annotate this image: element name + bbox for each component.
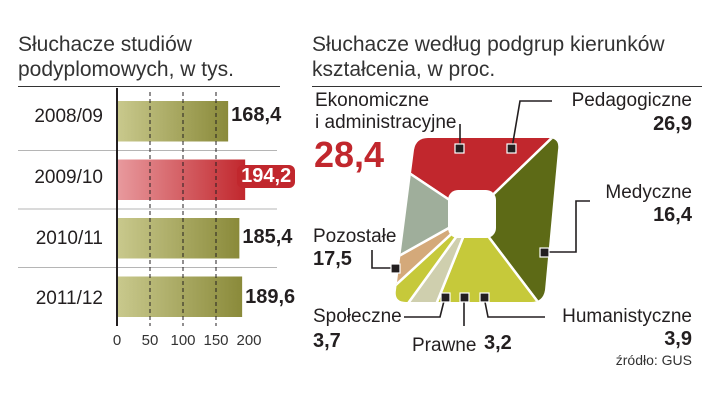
- slice-value-humanistyczne: 3,9: [664, 328, 692, 350]
- bar-category-label: 2011/12: [35, 288, 103, 309]
- leader-marker: [454, 143, 465, 154]
- x-tick-label: 50: [141, 332, 159, 349]
- pie-chart-title-line-2: kształcenia, w proc.: [312, 58, 496, 81]
- x-tick-label: 0: [112, 332, 122, 349]
- leader-line-spoleczne: [404, 296, 446, 318]
- leader-line-medyczne: [544, 200, 590, 253]
- slice-value-ekonomiczne: 28,4: [314, 134, 385, 175]
- pie-slice: [395, 138, 559, 217]
- leader-marker: [459, 292, 470, 303]
- slice-value-pedagogiczne: 26,9: [653, 113, 692, 135]
- pie-slice: [395, 213, 473, 302]
- donut-hole: [448, 190, 496, 238]
- pie-slice: [470, 138, 559, 302]
- bar-chart-title-rule: [18, 86, 280, 87]
- bar-value-label: 185,4: [242, 226, 293, 248]
- pie-chart-title: Słuchacze według podgrup kierunków kszta…: [312, 32, 712, 82]
- leader-line-humanistyczne: [483, 296, 545, 318]
- bar-value-label: 189,6: [245, 286, 296, 308]
- leader-marker: [390, 263, 401, 274]
- slice-label-pozostale: Pozostałe: [313, 226, 397, 247]
- leader-line-pedagogiczne: [511, 100, 552, 149]
- slice-label-ekonomiczne-line-2: i administracyjne: [315, 112, 457, 133]
- pie-chart-title-rule: [312, 86, 702, 87]
- bar-category-label: 2008/09: [34, 106, 103, 127]
- pie-chart-title-line-1: Słuchacze według podgrup kierunków: [312, 33, 665, 56]
- x-tick-label: 150: [203, 332, 229, 349]
- x-tick-label: 200: [236, 332, 262, 349]
- slice-label-spoleczne: Społeczne: [313, 306, 402, 327]
- leader-marker: [506, 143, 517, 154]
- slice-value-pozostale: 17,5: [313, 248, 352, 270]
- pie-slice: [395, 214, 474, 302]
- slice-label-medyczne: Medyczne: [605, 182, 692, 203]
- slice-label-pedagogiczne: Pedagogiczne: [571, 90, 692, 111]
- bar-category-label: 2010/11: [35, 228, 103, 249]
- bar: [117, 276, 243, 317]
- leader-marker: [539, 247, 550, 258]
- pie-slice: [396, 214, 474, 302]
- pie-slice: [423, 212, 550, 302]
- bar-value-label: 168,4: [231, 104, 282, 126]
- x-tick-label: 100: [170, 332, 196, 349]
- bar-chart-title-line-1: Słuchacze studiów: [18, 33, 192, 56]
- slice-value-prawne: 3,2: [484, 332, 512, 354]
- bar: [117, 159, 246, 200]
- slice-label-ekonomiczne: Ekonomiczne i administracyjne: [315, 90, 457, 134]
- bar: [117, 101, 229, 142]
- slice-label-humanistyczne: Humanistyczne: [562, 306, 692, 327]
- bar-chart-title: Słuchacze studiów podyplomowych, w tys.: [18, 32, 298, 82]
- slice-value-spoleczne: 3,7: [313, 330, 341, 352]
- bar: [117, 218, 240, 259]
- leader-marker: [479, 292, 490, 303]
- leader-line-pozostale: [371, 250, 395, 269]
- pie-slice: [395, 143, 475, 278]
- leader-marker: [440, 292, 451, 303]
- bar-chart-title-line-2: podyplomowych, w tys.: [18, 58, 234, 81]
- slice-value-medyczne: 16,4: [653, 204, 692, 226]
- bar-value-label-highlight: 194,2: [237, 165, 296, 188]
- slice-label-ekonomiczne-line-1: Ekonomiczne: [315, 90, 430, 111]
- bar-category-label: 2009/10: [34, 167, 103, 188]
- source-note: źródło: GUS: [615, 352, 692, 368]
- slice-label-prawne: Prawne: [412, 335, 477, 356]
